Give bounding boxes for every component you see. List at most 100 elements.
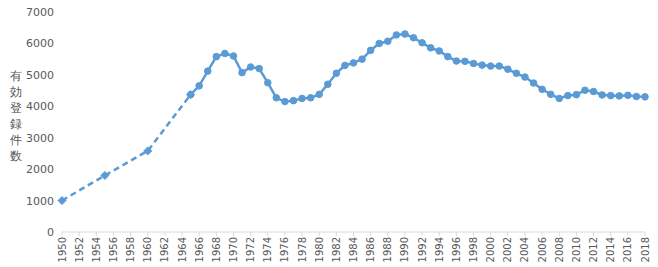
marker: [359, 56, 366, 63]
marker: [376, 40, 383, 47]
marker: [187, 91, 194, 98]
line: [191, 34, 645, 102]
chart: 0100020003000400050006000700019501952195…: [0, 0, 658, 267]
marker: [384, 38, 391, 45]
marker: [436, 48, 443, 55]
marker: [427, 45, 434, 52]
x-tick: [507, 232, 508, 236]
marker: [264, 79, 271, 86]
x-tick-label: 1990: [399, 237, 410, 262]
marker: [479, 62, 486, 69]
x-tick: [267, 232, 268, 236]
x-tick-label: 1984: [348, 237, 359, 262]
y-tick-label: 5000: [26, 69, 54, 82]
x-tick-label: 1970: [228, 237, 239, 262]
x-tick-label: 1976: [279, 237, 290, 262]
x-tick-label: 1966: [194, 237, 205, 262]
marker: [616, 93, 623, 100]
x-tick: [216, 232, 217, 236]
x-tick-label: 1952: [74, 237, 85, 262]
marker: [290, 97, 297, 104]
marker: [342, 62, 349, 69]
x-tick: [559, 232, 560, 236]
marker: [633, 93, 640, 100]
marker: [582, 87, 589, 94]
marker: [307, 95, 314, 102]
x-tick: [199, 232, 200, 236]
marker: [487, 63, 494, 70]
x-tick: [96, 232, 97, 236]
y-tick-label: 7000: [26, 6, 54, 19]
marker: [58, 197, 66, 205]
x-tick-label: 1972: [245, 237, 256, 262]
marker: [324, 81, 331, 88]
marker: [101, 171, 109, 179]
x-tick-label: 1992: [417, 237, 428, 262]
marker: [462, 58, 469, 65]
x-tick: [542, 232, 543, 236]
x-tick-label: 1998: [468, 237, 479, 262]
x-tick-label: 2014: [605, 237, 616, 262]
marker: [196, 83, 203, 90]
x-tick: [233, 232, 234, 236]
marker: [367, 47, 374, 54]
x-tick-label: 2010: [571, 237, 582, 262]
marker: [230, 53, 237, 60]
x-tick-label: 2016: [622, 237, 633, 262]
x-tick: [439, 232, 440, 236]
marker: [590, 88, 597, 95]
x-tick: [387, 232, 388, 236]
x-tick: [250, 232, 251, 236]
x-tick-label: 1956: [108, 237, 119, 262]
y-tick-label: 3000: [26, 132, 54, 145]
x-tick-label: 2004: [519, 237, 530, 262]
marker: [316, 91, 323, 98]
x-tick: [456, 232, 457, 236]
marker: [282, 98, 289, 105]
plot-area: [58, 31, 648, 205]
x-tick: [182, 232, 183, 236]
x-tick-label: 2006: [537, 237, 548, 262]
x-tick-label: 1996: [451, 237, 462, 262]
marker: [530, 80, 537, 87]
marker: [402, 31, 409, 38]
x-tick: [130, 232, 131, 236]
x-tick-label: 1960: [142, 237, 153, 262]
marker: [393, 32, 400, 39]
x-tick: [319, 232, 320, 236]
y-tick-label: 4000: [26, 100, 54, 113]
x-tick-label: 2012: [588, 237, 599, 262]
marker: [222, 50, 229, 57]
x-tick: [113, 232, 114, 236]
x-tick-label: 2018: [640, 237, 651, 262]
x-tick-label: 2000: [485, 237, 496, 262]
marker: [453, 58, 460, 65]
marker: [445, 53, 452, 60]
x-tick-label: 1964: [177, 237, 188, 262]
x-tick: [627, 232, 628, 236]
x-tick: [490, 232, 491, 236]
marker: [522, 74, 529, 81]
marker: [607, 92, 614, 99]
x-tick: [302, 232, 303, 236]
x-tick: [576, 232, 577, 236]
line: [62, 95, 191, 201]
x-tick: [370, 232, 371, 236]
marker: [496, 63, 503, 70]
marker: [505, 66, 512, 73]
marker: [556, 95, 563, 102]
marker: [625, 92, 632, 99]
marker: [513, 70, 520, 77]
marker: [333, 70, 340, 77]
y-tick-label: 1000: [26, 195, 54, 208]
x-tick-label: 1950: [57, 237, 68, 262]
x-tick-label: 1988: [382, 237, 393, 262]
marker: [547, 91, 554, 98]
x-tick: [404, 232, 405, 236]
y-tick-label: 6000: [26, 37, 54, 50]
x-tick: [524, 232, 525, 236]
marker: [204, 68, 211, 75]
x-tick: [473, 232, 474, 236]
x-tick-label: 1968: [211, 237, 222, 262]
x-tick-label: 2002: [502, 237, 513, 262]
